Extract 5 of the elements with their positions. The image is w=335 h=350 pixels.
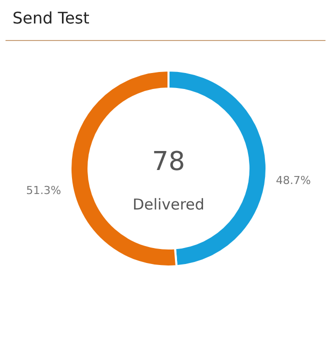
- text: 78: [152, 147, 186, 177]
- chart-title: Send Test: [12, 8, 90, 28]
- text: Delivered: [132, 196, 204, 214]
- data-label: 48.7%: [276, 174, 311, 187]
- data-label: 51.3%: [26, 184, 62, 198]
